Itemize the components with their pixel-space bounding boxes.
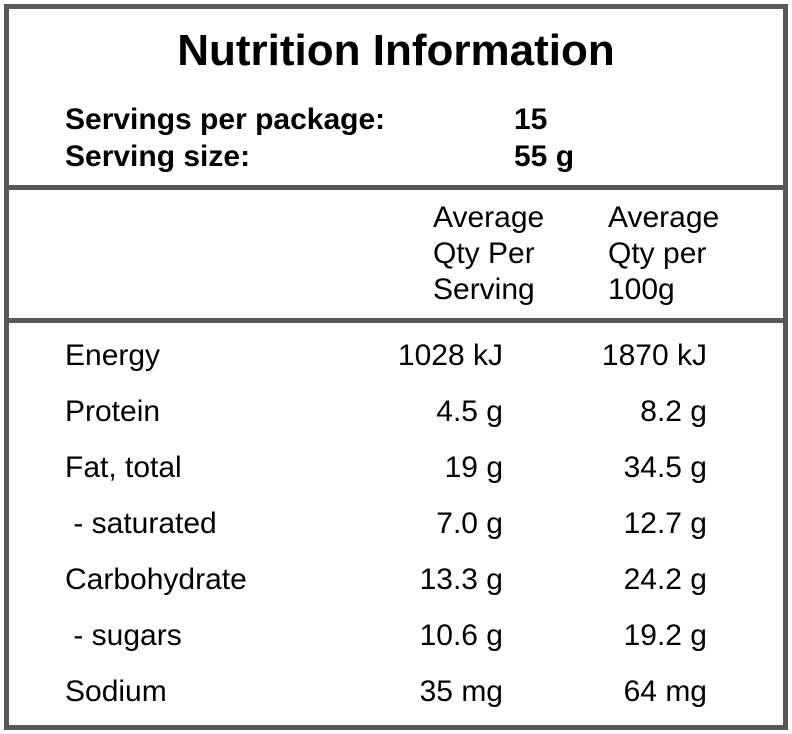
per-100g-value: 64 mg: [623, 675, 707, 708]
column-header-per-serving: Average Qty Per Serving: [433, 200, 544, 308]
column-header-line: Qty per: [608, 237, 707, 270]
column-header-section: Average Qty Per Serving Average Qty per …: [9, 190, 783, 318]
nutrition-panel: Nutrition Information Servings per packa…: [4, 4, 788, 730]
servings-per-package-label: Servings per package:: [65, 103, 386, 136]
per-serving-value: 35 mg: [419, 675, 503, 708]
column-header-line: Average: [433, 201, 545, 234]
nutrient-label: Energy: [65, 339, 161, 372]
serving-size-value: 55 g: [514, 140, 575, 173]
nutrient-label: Sodium: [65, 675, 167, 708]
column-header-per-100g: Average Qty per 100g: [608, 200, 719, 308]
nutrient-label: - saturated: [65, 507, 217, 540]
column-header-line: Qty Per: [433, 237, 535, 270]
per-serving-value: 13.3 g: [419, 563, 503, 596]
per-100g-value: 12.7 g: [623, 507, 707, 540]
table-row-fat-total: Fat, total 19 g 34.5 g: [9, 440, 783, 496]
serving-size-row: Serving size: 55 g: [9, 138, 783, 175]
nutrient-label: Carbohydrate: [65, 563, 247, 596]
per-serving-value: 7.0 g: [436, 507, 503, 540]
per-100g-value: 8.2 g: [640, 395, 707, 428]
nutrient-label: - sugars: [65, 619, 182, 652]
table-row-carbohydrate: Carbohydrate 13.3 g 24.2 g: [9, 552, 783, 608]
per-serving-value: 1028 kJ: [397, 339, 503, 372]
page-title: Nutrition Information: [177, 26, 615, 75]
table-row-protein: Protein 4.5 g 8.2 g: [9, 384, 783, 440]
per-100g-value: 1870 kJ: [601, 339, 707, 372]
per-serving-value: 19 g: [444, 451, 503, 484]
nutrient-table: Energy 1028 kJ 1870 kJ Protein 4.5 g 8.2…: [9, 323, 783, 725]
column-header-line: Serving: [433, 273, 535, 306]
per-100g-value: 24.2 g: [623, 563, 707, 596]
header-section: Nutrition Information Servings per packa…: [9, 9, 783, 185]
serving-size-label: Serving size:: [65, 140, 251, 173]
section-divider-bottom: [9, 318, 783, 323]
table-row-saturated: - saturated 7.0 g 12.7 g: [9, 496, 783, 552]
nutrient-label: Fat, total: [65, 451, 182, 484]
column-header-line: 100g: [608, 273, 675, 306]
table-row-sodium: Sodium 35 mg 64 mg: [9, 664, 783, 720]
per-100g-value: 19.2 g: [623, 619, 707, 652]
table-row-energy: Energy 1028 kJ 1870 kJ: [9, 328, 783, 384]
column-header-line: Average: [608, 201, 720, 234]
servings-per-package-value: 15: [514, 103, 548, 136]
serving-info: Servings per package: 15 Serving size: 5…: [9, 101, 783, 175]
section-divider-top: [9, 185, 783, 190]
per-100g-value: 34.5 g: [623, 451, 707, 484]
table-row-sugars: - sugars 10.6 g 19.2 g: [9, 608, 783, 664]
per-serving-value: 10.6 g: [419, 619, 503, 652]
nutrient-label: Protein: [65, 395, 161, 428]
servings-per-package-row: Servings per package: 15: [9, 101, 783, 138]
per-serving-value: 4.5 g: [436, 395, 503, 428]
